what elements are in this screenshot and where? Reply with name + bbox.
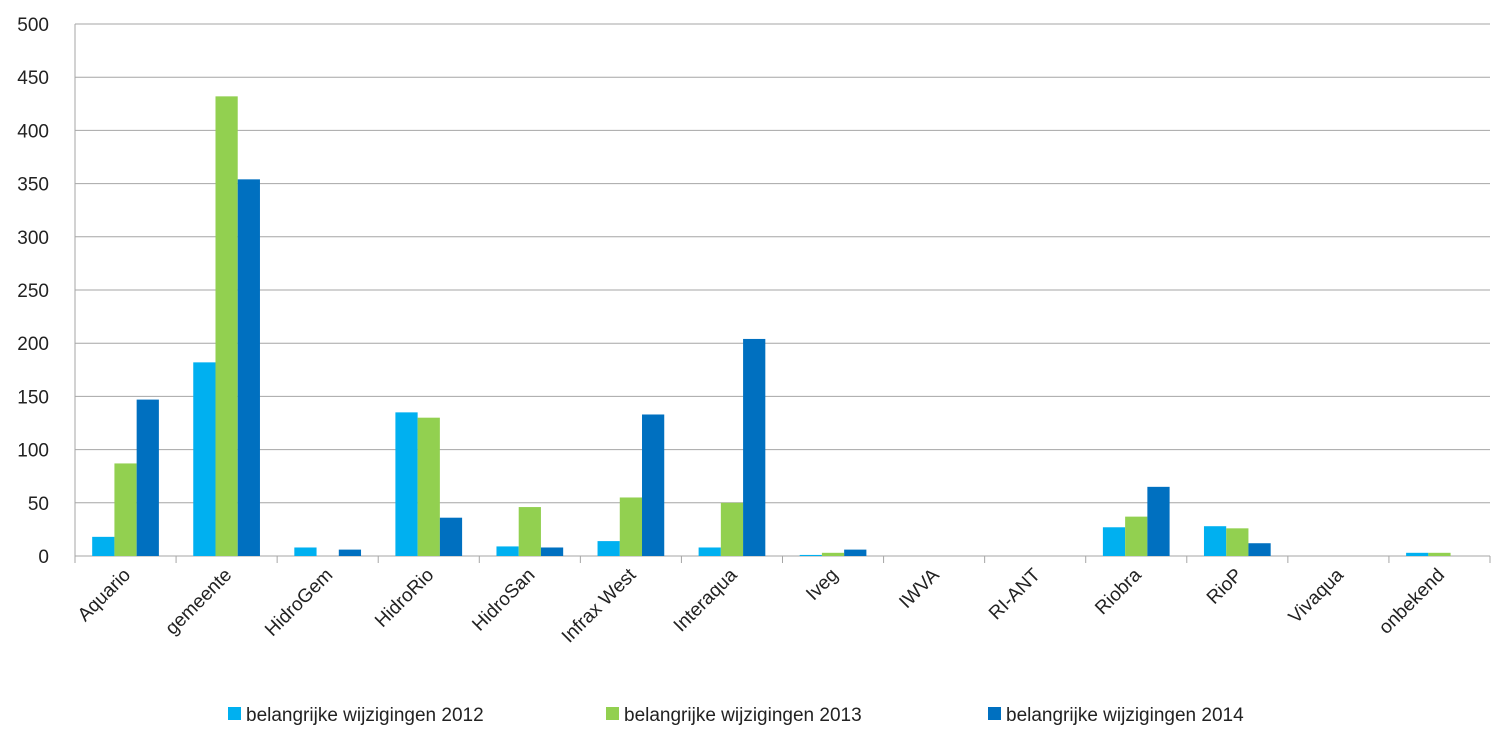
- legend-label: belangrijke wijzigingen 2014: [1006, 705, 1244, 726]
- bar: [237, 179, 260, 556]
- y-tick-label: 200: [17, 334, 49, 355]
- bar: [193, 362, 216, 556]
- x-tick-label: HidroSan: [468, 565, 539, 636]
- y-tick-label: 50: [28, 494, 49, 515]
- bar: [743, 338, 766, 556]
- x-tick-label: IWVA: [895, 564, 943, 612]
- y-tick-label: 450: [17, 68, 49, 89]
- bar: [136, 399, 159, 556]
- bar: [114, 463, 137, 556]
- bar: [642, 414, 665, 556]
- bar: [1102, 527, 1126, 556]
- bar: [395, 412, 418, 556]
- y-tick-label: 250: [17, 281, 49, 302]
- bar: [1125, 516, 1148, 556]
- x-tick-label: Infrax West: [558, 564, 641, 647]
- x-tick-label: Aquario: [74, 565, 135, 626]
- x-tick-label: gemeente: [162, 565, 237, 640]
- x-tick-label: HidroRio: [371, 565, 438, 632]
- bar: [92, 536, 115, 556]
- bar: [417, 417, 440, 556]
- bar: [439, 517, 463, 556]
- bar: [1147, 486, 1170, 556]
- bar: [1226, 528, 1249, 556]
- y-tick-label: 100: [17, 441, 49, 462]
- y-tick-label: 300: [17, 228, 49, 249]
- bar: [1203, 526, 1227, 556]
- legend-swatch: [606, 707, 619, 720]
- bar: [1428, 552, 1451, 556]
- bar: [338, 549, 362, 556]
- y-tick-label: 350: [17, 175, 49, 196]
- bar: [294, 547, 317, 556]
- bar: [619, 497, 643, 556]
- x-tick-label: Interaqua: [670, 564, 742, 636]
- bar: [844, 549, 867, 556]
- y-tick-label: 0: [38, 547, 49, 568]
- legend-swatch: [228, 707, 241, 720]
- x-tick-label: RI-ANT: [985, 564, 1045, 624]
- bar: [720, 502, 744, 556]
- bar: [1248, 543, 1271, 556]
- x-tick-label: HidroGem: [261, 565, 337, 641]
- y-tick-label: 500: [17, 15, 49, 36]
- x-tick-label: RioP: [1203, 565, 1247, 609]
- x-tick-label: Riobra: [1091, 564, 1146, 619]
- bar: [518, 507, 541, 556]
- y-tick-label: 400: [17, 121, 49, 142]
- x-tick-label: Vivaqua: [1285, 564, 1348, 627]
- legend-label: belangrijke wijzigingen 2012: [246, 705, 484, 726]
- bar: [821, 552, 845, 556]
- bar: [540, 547, 564, 556]
- bar: [698, 547, 721, 556]
- y-tick-label: 150: [17, 387, 49, 408]
- legend-swatch: [988, 707, 1001, 720]
- bar: [799, 554, 822, 556]
- x-tick-label: Iveg: [802, 565, 842, 605]
- legend-label: belangrijke wijzigingen 2013: [624, 705, 862, 726]
- x-tick-label: onbekend: [1375, 565, 1449, 639]
- bar: [1406, 552, 1429, 556]
- bar: [496, 546, 519, 556]
- bar: [597, 541, 620, 556]
- bar: [215, 96, 238, 557]
